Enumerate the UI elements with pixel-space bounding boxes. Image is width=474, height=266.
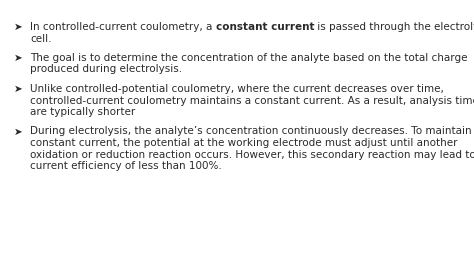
Text: constant current: constant current: [216, 22, 314, 32]
Text: oxidation or reduction reaction occurs. However, this secondary reaction may lea: oxidation or reduction reaction occurs. …: [30, 149, 474, 160]
Text: cell.: cell.: [30, 34, 52, 44]
Text: ➤: ➤: [14, 22, 23, 32]
Text: controlled-current coulometry maintains a constant current. As a result, analysi: controlled-current coulometry maintains …: [30, 95, 474, 106]
Text: produced during electrolysis.: produced during electrolysis.: [30, 64, 182, 74]
Text: ➤: ➤: [14, 127, 23, 136]
Text: The goal is to determine the concentration of the analyte based on the total cha: The goal is to determine the concentrati…: [30, 53, 467, 63]
Text: are typically shorter: are typically shorter: [30, 107, 135, 117]
Text: Unlike controlled-potential coulometry, where the current decreases over time,: Unlike controlled-potential coulometry, …: [30, 84, 444, 94]
Text: ➤: ➤: [14, 53, 23, 63]
Text: constant current, the potential at the working electrode must adjust until anoth: constant current, the potential at the w…: [30, 138, 457, 148]
Text: During electrolysis, the analyte’s concentration continuously decreases. To main: During electrolysis, the analyte’s conce…: [30, 127, 474, 136]
Text: current efficiency of less than 100%.: current efficiency of less than 100%.: [30, 161, 222, 171]
Text: is passed through the electrolytic: is passed through the electrolytic: [314, 22, 474, 32]
Text: ➤: ➤: [14, 84, 23, 94]
Text: In controlled-current coulometry, a: In controlled-current coulometry, a: [30, 22, 216, 32]
